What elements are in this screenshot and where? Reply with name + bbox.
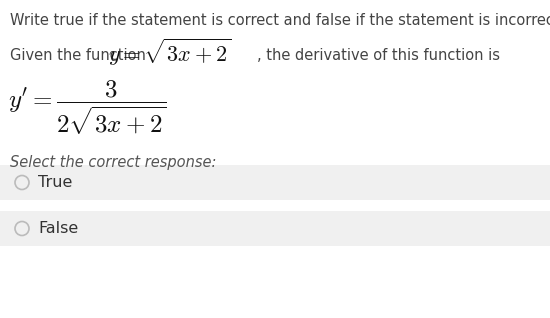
- Text: Write true if the statement is correct and false if the statement is incorrect.: Write true if the statement is correct a…: [10, 13, 550, 28]
- Text: $y = \sqrt{3x + 2}$: $y = \sqrt{3x + 2}$: [108, 36, 231, 68]
- Text: $y^{\prime} = \dfrac{3}{2\sqrt{3x+2}}$: $y^{\prime} = \dfrac{3}{2\sqrt{3x+2}}$: [8, 79, 167, 137]
- FancyBboxPatch shape: [0, 165, 550, 200]
- Text: False: False: [38, 221, 78, 236]
- Text: , the derivative of this function is: , the derivative of this function is: [257, 47, 500, 63]
- Text: Given the function: Given the function: [10, 47, 151, 63]
- Text: Select the correct response:: Select the correct response:: [10, 155, 216, 170]
- Text: True: True: [38, 175, 73, 190]
- FancyBboxPatch shape: [0, 211, 550, 246]
